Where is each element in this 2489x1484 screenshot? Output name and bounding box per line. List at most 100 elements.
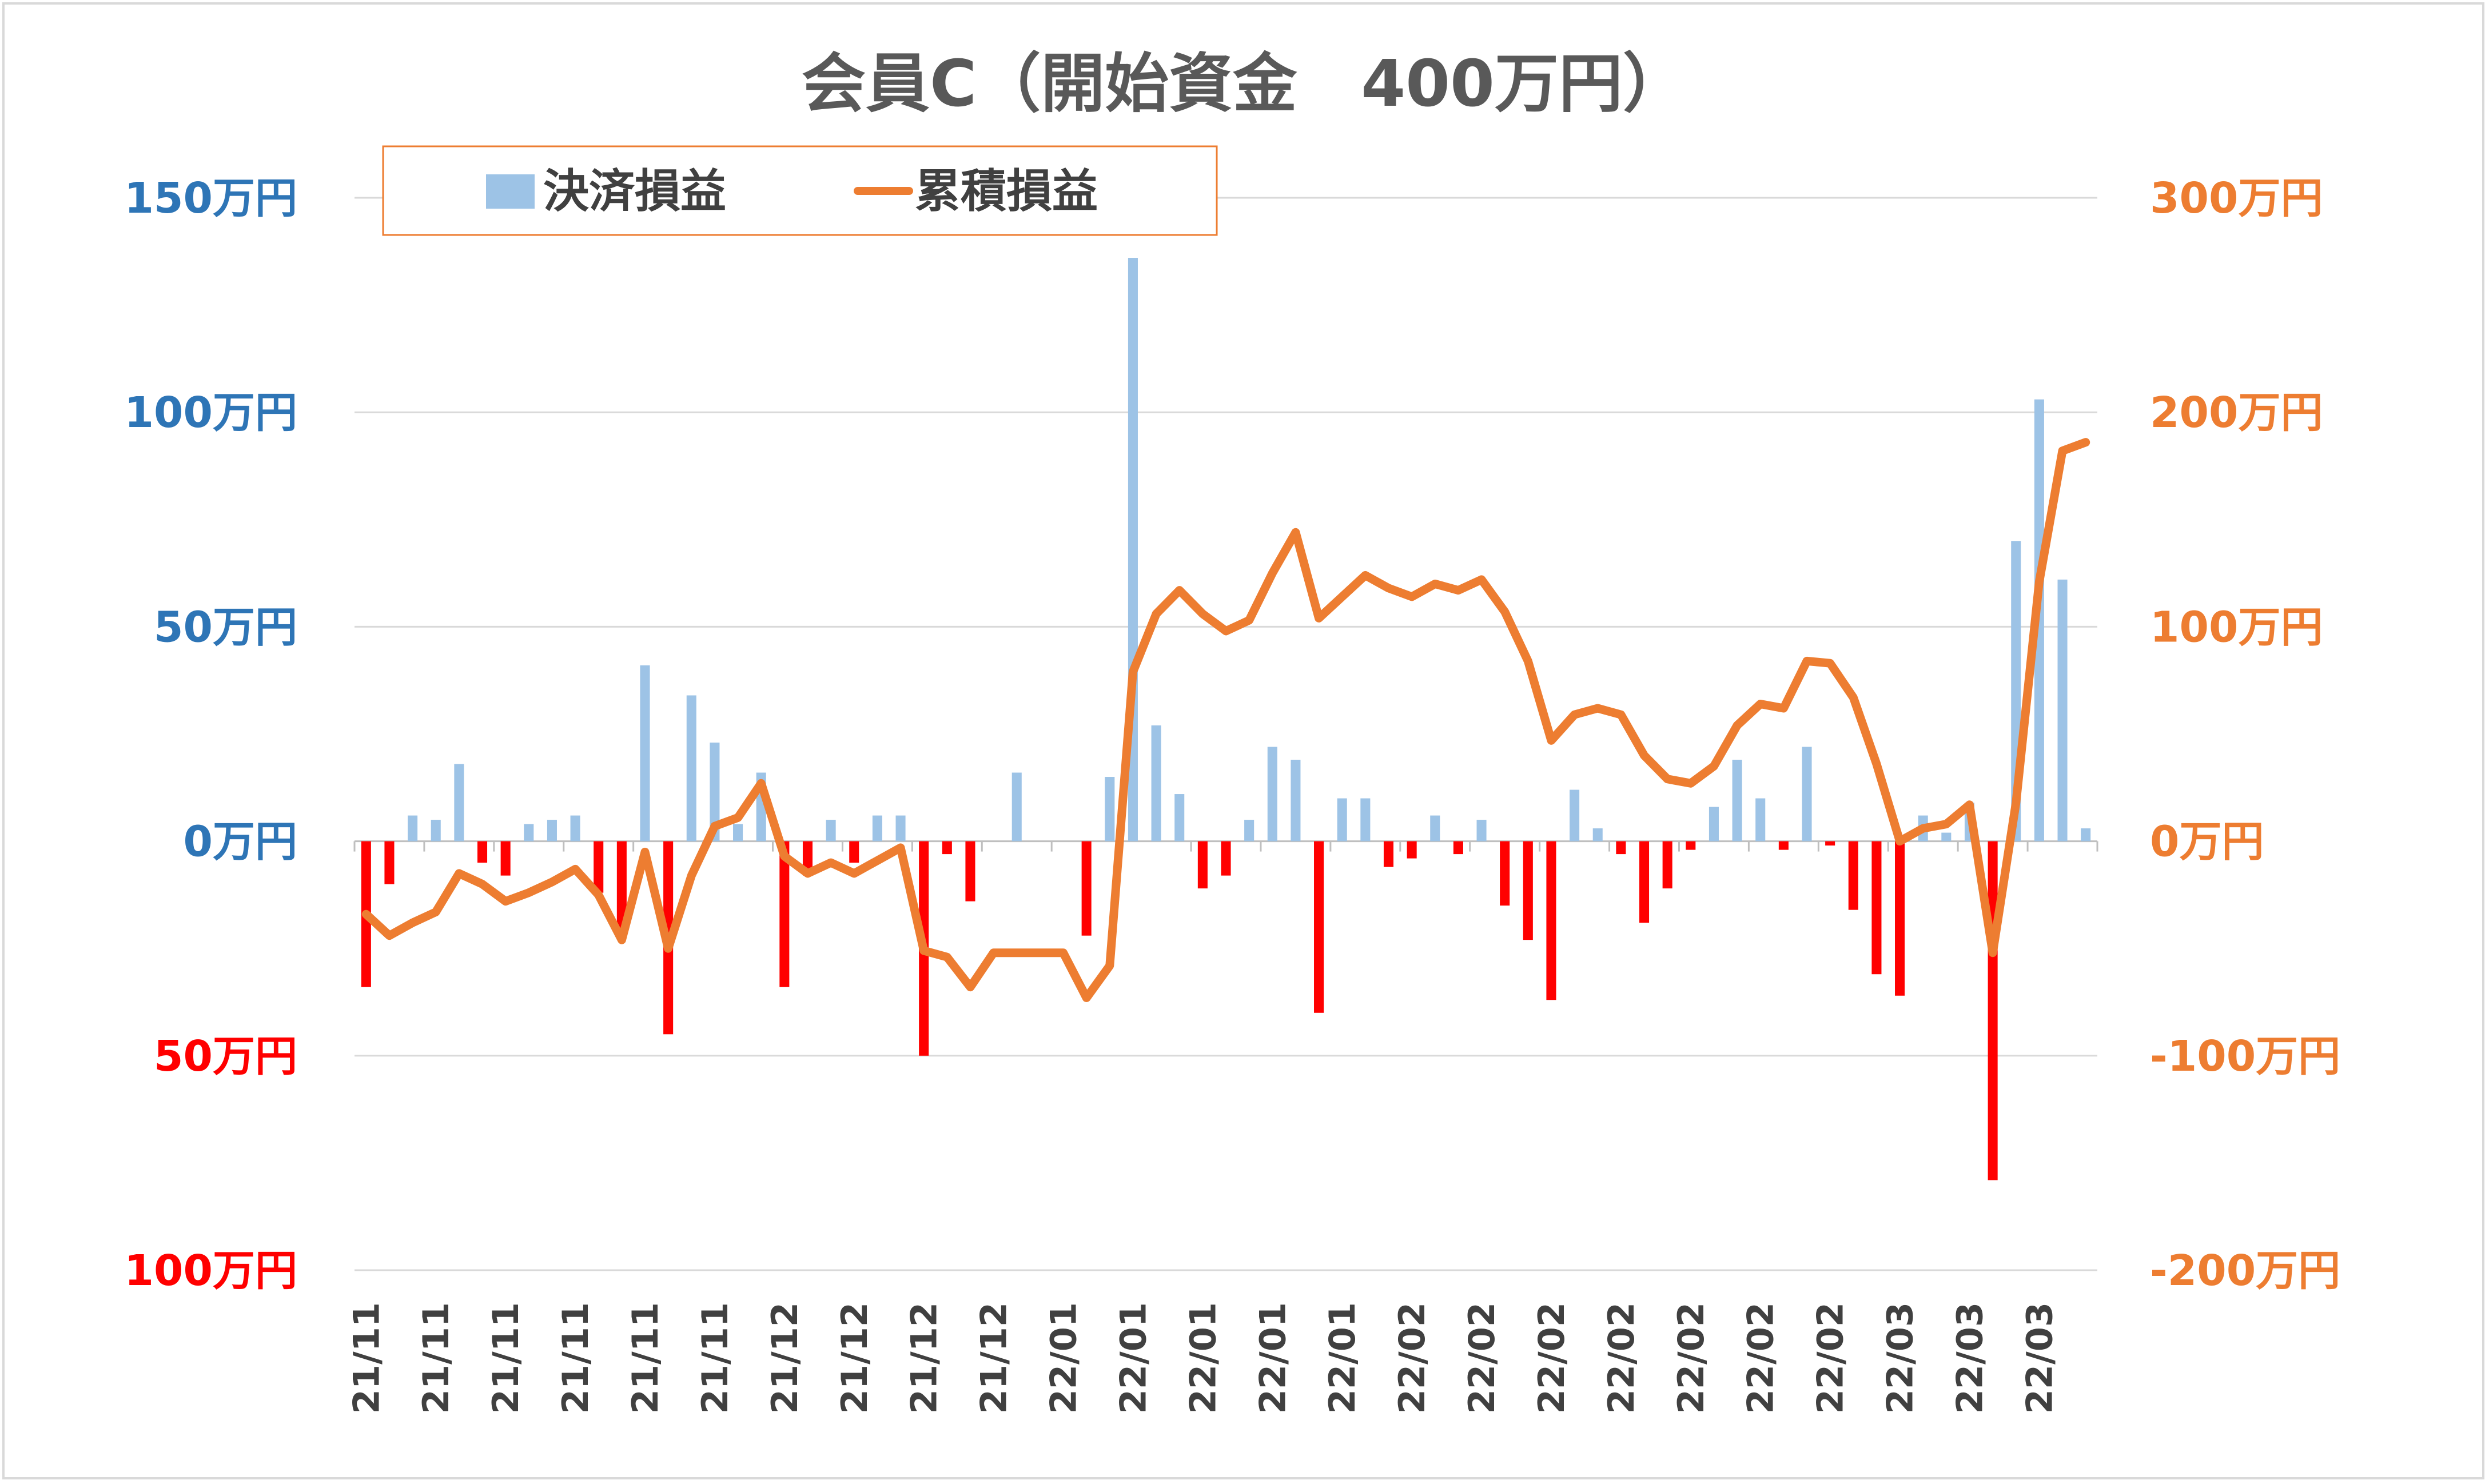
x-tick-label: 21/12 [973, 1302, 1015, 1414]
gridlines [353, 197, 2098, 1271]
bar [872, 815, 882, 841]
bar [1639, 841, 1650, 923]
bar [1941, 832, 1952, 841]
bar [1802, 747, 1812, 841]
bar-series [361, 258, 2091, 1180]
bar [710, 743, 720, 841]
bar [1221, 841, 1231, 876]
bar [547, 820, 557, 841]
bar [1430, 815, 1440, 841]
bar [733, 824, 743, 841]
bar [1267, 747, 1277, 841]
bar [1895, 841, 1905, 996]
bar [1453, 841, 1463, 855]
x-tick-label: 22/02 [1810, 1302, 1851, 1414]
bar [1546, 841, 1556, 1000]
bar [594, 841, 604, 893]
x-tick-label: 22/02 [1391, 1302, 1433, 1414]
line-series [361, 438, 2090, 1002]
bar [1105, 777, 1115, 841]
right-tick-label: 200万円 [2150, 388, 2323, 437]
left-tick-label: 50万円 [154, 603, 297, 652]
bar [2081, 828, 2091, 841]
bar [1592, 828, 1603, 841]
bar [1383, 841, 1394, 867]
bar [1476, 820, 1487, 841]
x-axis-ticks: 21/11 21/11 21/11 21/11 21/11 21/11 21/12 21/12… [345, 1302, 2060, 1414]
left-tick-label: 0万円 [184, 817, 298, 867]
bar [1778, 841, 1789, 850]
x-tick-label: 21/11 [694, 1302, 736, 1414]
x-tick-label: 22/01 [1112, 1302, 1154, 1414]
bar [1337, 798, 1347, 841]
x-tick-label: 22/02 [1670, 1302, 1712, 1414]
bar [1988, 841, 1998, 1180]
right-tick-label: 0万円 [2150, 817, 2264, 867]
x-tick-label: 22/01 [1043, 1302, 1085, 1414]
x-tick-label: 22/01 [1321, 1302, 1363, 1414]
bar [686, 695, 696, 841]
left-tick-label: 100万円 [125, 1246, 297, 1295]
bar [826, 820, 836, 841]
x-tick-label: 21/12 [834, 1302, 875, 1414]
x-tick-label: 22/02 [1531, 1302, 1572, 1414]
x-tick-label: 22/02 [1600, 1302, 1642, 1414]
x-tick-label: 21/12 [903, 1302, 945, 1414]
left-tick-label: 100万円 [125, 388, 297, 437]
bar [408, 815, 418, 841]
x-tick-label: 22/03 [2018, 1302, 2060, 1414]
bar [570, 815, 580, 841]
bar [1081, 841, 1092, 936]
bar [1174, 794, 1185, 841]
cumulative-line [361, 438, 2090, 1002]
bar [500, 841, 511, 876]
bar [1570, 789, 1580, 841]
bar [1151, 725, 1161, 841]
x-tick-label: 22/01 [1252, 1302, 1293, 1414]
bar [477, 841, 488, 863]
x-tick-label: 21/11 [485, 1302, 527, 1414]
bar [1709, 807, 1719, 841]
right-tick-label: -200万円 [2150, 1246, 2340, 1295]
bar [524, 824, 534, 841]
bar [942, 841, 952, 855]
x-tick-label: 22/03 [1879, 1302, 1921, 1414]
x-tick-label: 21/11 [555, 1302, 596, 1414]
bar [965, 841, 975, 901]
bar [1314, 841, 1324, 1013]
right-tick-label: -100万円 [2150, 1032, 2340, 1081]
x-tick-label: 21/11 [345, 1302, 387, 1414]
legend-line-label: 累積損益 [915, 165, 1098, 218]
bar [895, 815, 906, 841]
bar [2057, 579, 2068, 841]
bar [1848, 841, 1858, 910]
bar [1244, 820, 1255, 841]
bar [384, 841, 395, 884]
bar [640, 665, 650, 841]
bar [1523, 841, 1533, 940]
right-axis-ticks: 300万円 200万円 100万円 0万円 -100万円 -200万円 [2150, 174, 2340, 1295]
bar [1732, 760, 1742, 841]
bar [1871, 841, 1882, 975]
left-axis-ticks: 150万円 100万円 50万円 0万円 50万円 100万円 [125, 174, 297, 1295]
bar [1197, 841, 1208, 889]
x-tick-label: 22/02 [1461, 1302, 1503, 1414]
left-tick-label: 50万円 [154, 1032, 297, 1081]
x-tick-label: 22/01 [1182, 1302, 1224, 1414]
legend-bar-label: 決済損益 [543, 165, 726, 218]
bar [1291, 760, 1301, 841]
bar [616, 841, 627, 932]
bar [431, 820, 441, 841]
legend-bar-swatch [486, 174, 535, 209]
right-tick-label: 300万円 [2150, 174, 2323, 223]
chart-title: 会員C（開始資金 400万円） [802, 47, 1687, 121]
x-tick-label: 21/11 [415, 1302, 457, 1414]
bar [1616, 841, 1626, 855]
x-tick-label: 22/02 [1740, 1302, 1782, 1414]
left-tick-label: 150万円 [125, 174, 297, 223]
bar [1407, 841, 1417, 859]
bar [1686, 841, 1696, 850]
bar [779, 841, 790, 987]
